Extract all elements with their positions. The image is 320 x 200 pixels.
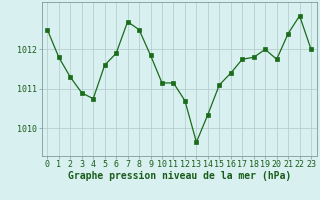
X-axis label: Graphe pression niveau de la mer (hPa): Graphe pression niveau de la mer (hPa) [68, 171, 291, 181]
